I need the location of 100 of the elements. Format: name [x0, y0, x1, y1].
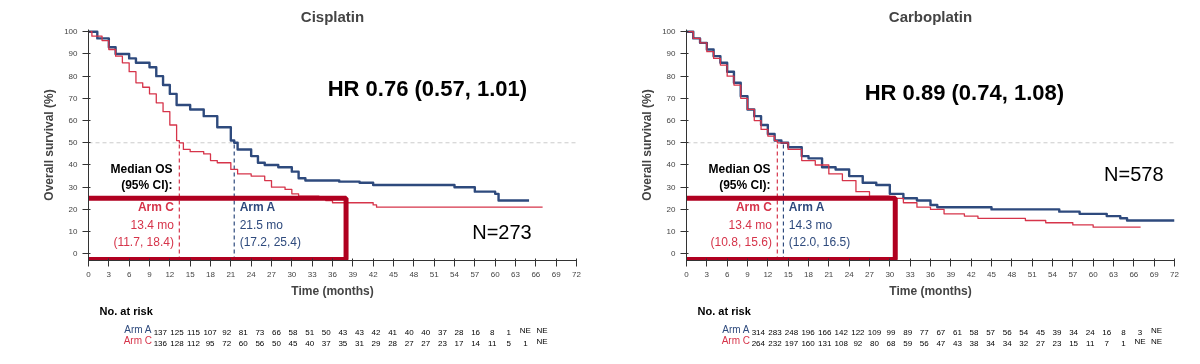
- annotation: (95% CI):: [121, 177, 173, 192]
- y-tick-label: 10: [666, 227, 677, 237]
- text: Arm A: [722, 323, 750, 335]
- text: Arm C: [721, 334, 751, 346]
- x-tick-label: 3: [106, 269, 112, 279]
- x-tick-label: 42: [966, 269, 977, 279]
- x-tick-label: 15: [783, 269, 794, 279]
- y-tick-label: 60: [666, 116, 677, 126]
- y-tick-label: 80: [68, 71, 79, 81]
- x-tick-label: 21: [824, 269, 834, 279]
- annotation: N=578: [1104, 162, 1164, 185]
- annotation: (17.2, 25.4): [239, 235, 302, 250]
- x-tick-label: 66: [1129, 269, 1139, 279]
- y-tick-label: 50: [68, 138, 79, 148]
- y-tick-label: 70: [68, 93, 79, 103]
- x-tick-label: 57: [1068, 269, 1078, 279]
- x-tick-label: 69: [551, 269, 562, 279]
- text: Arm C: [735, 199, 773, 214]
- y-tick-label: 50: [666, 138, 677, 148]
- x-tick-label: 6: [126, 269, 132, 279]
- x-tick-label: 45: [389, 269, 399, 279]
- y-tick-label: 30: [68, 182, 79, 192]
- x-tick-label: 51: [1027, 269, 1038, 279]
- x-tick-label: 63: [511, 269, 521, 279]
- annotation: (11.7, 18.4): [113, 235, 174, 250]
- x-tick-label: 39: [946, 269, 956, 279]
- x-tick-label: 9: [147, 269, 153, 279]
- annotation: Median OS: [708, 162, 771, 177]
- x-tick-label: 15: [185, 269, 196, 279]
- chart-title: Carboplatin: [888, 7, 973, 25]
- x-tick-label: 42: [368, 269, 379, 279]
- annotation: (10.8, 15.6): [710, 235, 772, 250]
- x-tick-label: 24: [844, 269, 855, 279]
- y-tick-label: 0: [671, 249, 677, 259]
- y-tick-label: 90: [68, 49, 79, 59]
- x-tick-label: 3: [704, 269, 710, 279]
- text: 314 283 248 196 166 142 122 109 99 89 77 67 61 58 57 56 54 45 39 34 24 16 8 3 NE: [751, 325, 1163, 337]
- y-tick-label: 30: [666, 182, 677, 192]
- text: 264 232 197 160 131 108 92 80 68 59 56 47 43 38 34 34 32 27 23 15 11 7 1 NE NE: [751, 336, 1163, 348]
- x-tick-label: 63: [1109, 269, 1119, 279]
- text: No. at risk: [697, 304, 752, 317]
- y-tick-label: 100: [64, 27, 79, 37]
- y-axis-title: Overall survival (%): [640, 89, 655, 201]
- y-axis-title: Overall survival (%): [42, 89, 57, 201]
- x-tick-label: 12: [165, 269, 175, 279]
- x-tick-label: 45: [987, 269, 997, 279]
- x-axis-title: Time (months): [291, 283, 374, 298]
- x-tick-label: 36: [926, 269, 936, 279]
- x-tick-label: 51: [429, 269, 440, 279]
- x-tick-label: 57: [470, 269, 480, 279]
- annotation: HR 0.76 (0.57, 1.01): [327, 75, 528, 101]
- x-tick-label: 6: [724, 269, 730, 279]
- annotation: (95% CI):: [719, 177, 771, 192]
- text: No. at risk: [99, 304, 154, 317]
- text: Arm C: [137, 199, 175, 214]
- x-tick-label: 60: [1088, 269, 1099, 279]
- x-tick-label: 18: [206, 269, 216, 279]
- annotation: 13.4 mo: [130, 217, 175, 232]
- x-tick-label: 0: [684, 269, 690, 279]
- x-tick-label: 21: [226, 269, 236, 279]
- y-tick-label: 40: [666, 160, 677, 170]
- y-tick-label: 100: [662, 27, 677, 37]
- annotation: 13.4 mo: [728, 217, 773, 232]
- x-tick-label: 27: [865, 269, 875, 279]
- x-tick-label: 48: [409, 269, 419, 279]
- annotation: Median OS: [110, 162, 173, 177]
- text: Arm A: [788, 199, 825, 214]
- y-tick-label: 0: [73, 249, 79, 259]
- x-tick-label: 66: [531, 269, 541, 279]
- text: Arm A: [124, 323, 152, 335]
- x-tick-label: 33: [307, 269, 318, 279]
- y-tick-label: 20: [666, 204, 677, 214]
- x-tick-label: 54: [1048, 269, 1058, 279]
- x-tick-label: 48: [1007, 269, 1017, 279]
- x-tick-label: 33: [905, 269, 916, 279]
- x-tick-label: 69: [1149, 269, 1160, 279]
- text: 136 128 112 95 72 60 56 50 45 40 37 35 31 29 28 27 27 23 17 14 11 5 1 NE: [153, 336, 548, 348]
- y-tick-label: 20: [68, 204, 79, 214]
- text: 137 125 115 107 92 81 73 66 58 51 50 43 43 42 41 40 40 37 28 16 8 1 NE NE: [153, 325, 548, 337]
- y-tick-label: 90: [666, 49, 677, 59]
- x-tick-label: 39: [348, 269, 358, 279]
- x-tick-label: 36: [328, 269, 338, 279]
- y-tick-label: 70: [666, 93, 677, 103]
- x-tick-label: 60: [490, 269, 501, 279]
- x-tick-label: 27: [267, 269, 277, 279]
- text: Arm A: [239, 199, 276, 214]
- x-tick-label: 30: [287, 269, 297, 279]
- x-tick-label: 72: [572, 269, 582, 279]
- y-tick-label: 10: [68, 227, 79, 237]
- x-tick-label: 54: [450, 269, 460, 279]
- x-axis-title: Time (months): [889, 283, 972, 298]
- x-tick-label: 9: [745, 269, 751, 279]
- x-tick-label: 24: [246, 269, 257, 279]
- x-tick-label: 0: [86, 269, 92, 279]
- y-tick-label: 60: [68, 116, 79, 126]
- text: Arm C: [123, 334, 153, 346]
- x-tick-label: 72: [1170, 269, 1180, 279]
- annotation: 14.3 mo: [788, 217, 833, 232]
- y-tick-label: 80: [666, 71, 677, 81]
- annotation: (12.0, 16.5): [788, 235, 851, 250]
